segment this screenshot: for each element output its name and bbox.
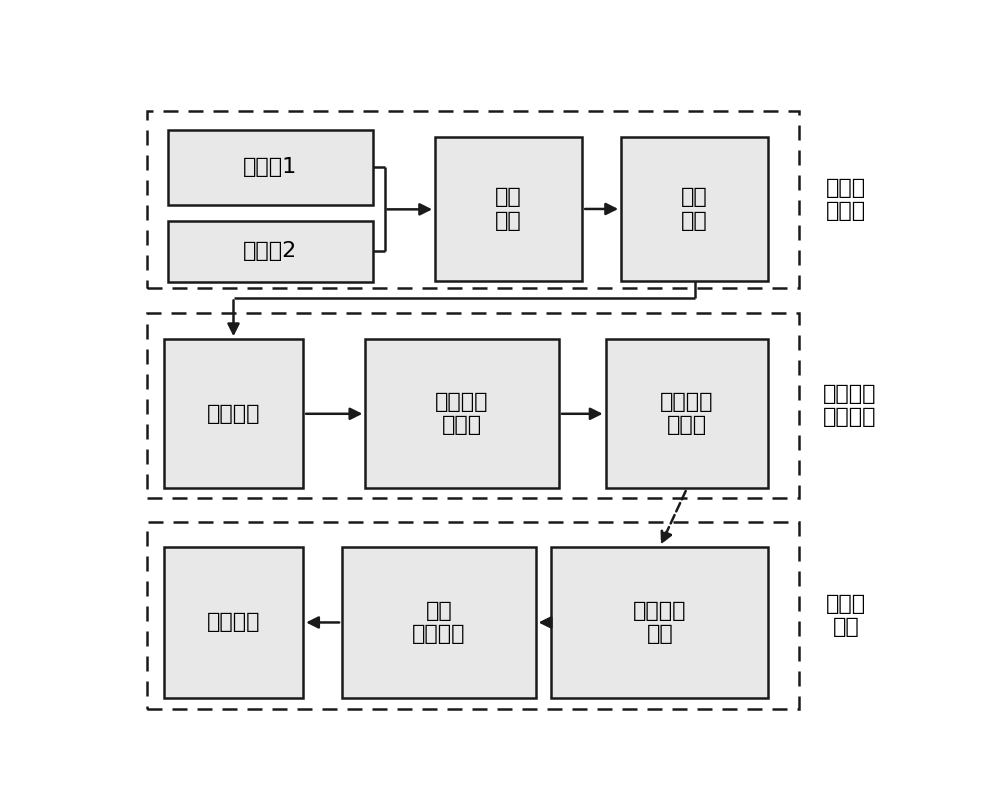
Bar <box>147 313 799 498</box>
Bar <box>342 547 536 698</box>
Text: 短距离无
线传输: 短距离无 线传输 <box>660 393 714 436</box>
Bar <box>168 130 373 205</box>
Text: 电量检测: 电量检测 <box>207 404 260 424</box>
Text: 状态
判决模块: 状态 判决模块 <box>412 601 466 644</box>
Text: 无线数据
接收: 无线数据 接收 <box>633 601 686 644</box>
Text: 报警提示: 报警提示 <box>207 612 260 633</box>
Bar <box>147 111 799 288</box>
Bar <box>621 137 768 281</box>
Text: 升压
电路: 升压 电路 <box>495 187 522 230</box>
Text: 报警端
模块: 报警端 模块 <box>826 594 866 637</box>
Bar <box>365 339 559 488</box>
Bar <box>435 137 582 281</box>
Bar <box>147 522 799 710</box>
Text: 导电片2: 导电片2 <box>243 242 297 261</box>
Bar <box>164 339 303 488</box>
Text: 电能收
集模块: 电能收 集模块 <box>826 178 866 221</box>
Bar <box>551 547 768 698</box>
Text: 数据采集
发送模块: 数据采集 发送模块 <box>823 384 876 427</box>
Bar <box>164 547 303 698</box>
Text: 传感器数
据采集: 传感器数 据采集 <box>435 393 489 436</box>
Bar <box>168 221 373 282</box>
Text: 导电片1: 导电片1 <box>243 157 297 178</box>
Bar <box>606 339 768 488</box>
Text: 电能
存储: 电能 存储 <box>681 187 708 230</box>
